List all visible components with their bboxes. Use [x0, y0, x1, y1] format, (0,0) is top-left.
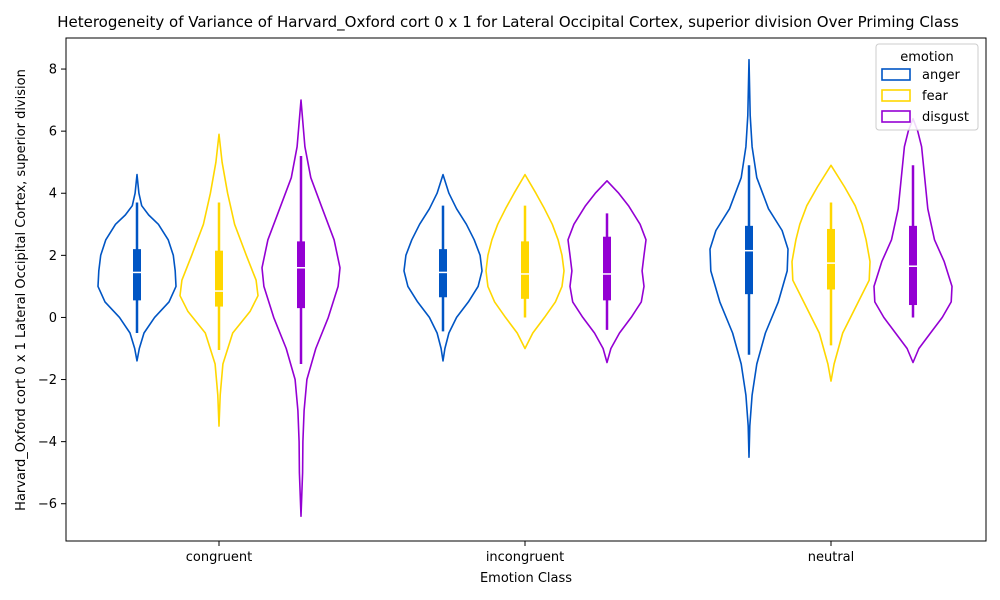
plot-frame: [65, 37, 987, 542]
chart-title: Heterogeneity of Variance of Harvard_Oxf…: [57, 13, 959, 32]
violin-anger-congruent: [97, 173, 177, 362]
y-tick-label: 2: [49, 249, 57, 264]
violin-anger-neutral: [709, 58, 789, 458]
legend-title: emotion: [900, 50, 954, 65]
violin-fear-neutral: [791, 164, 871, 382]
legend-label-anger: anger: [922, 68, 960, 83]
legend: emotion anger fear disgust: [875, 43, 979, 131]
legend-swatch-anger: [881, 68, 911, 81]
legend-swatch-disgust: [881, 110, 911, 123]
violin-disgust-congruent: [261, 99, 341, 517]
violin-fear-congruent: [179, 133, 259, 427]
y-axis-label: Harvard_Oxford cort 0 x 1 Lateral Occipi…: [14, 69, 29, 511]
violins-layer: [97, 58, 953, 517]
violin-iqr-box: [133, 249, 141, 301]
legend-label-disgust: disgust: [922, 110, 969, 125]
y-tick-label: 8: [49, 63, 57, 78]
violin-iqr-box: [521, 241, 529, 299]
violin-iqr-box: [827, 228, 835, 290]
legend-swatch-fear: [881, 89, 911, 102]
y-tick-label: 0: [49, 311, 57, 326]
legend-label-fear: fear: [922, 89, 949, 104]
y-tick-label: −4: [38, 435, 57, 450]
x-tick-label: incongruent: [486, 550, 564, 565]
violin-iqr-box: [215, 250, 223, 307]
violin-anger-incongruent: [403, 173, 483, 362]
violin-iqr-box: [297, 241, 305, 309]
violin-iqr-box: [439, 249, 447, 298]
x-axis: congruent incongruent neutral: [186, 541, 855, 565]
x-axis-label: Emotion Class: [480, 571, 572, 586]
x-tick-label: congruent: [186, 550, 253, 565]
y-tick-label: −2: [38, 373, 57, 388]
violin-iqr-box: [909, 225, 917, 306]
violin-iqr-box: [745, 225, 753, 295]
violin-disgust-incongruent: [567, 180, 647, 364]
y-axis: −6 −4 −2 0 2 4 6 8: [38, 63, 66, 512]
y-tick-label: 6: [49, 125, 57, 140]
violin-iqr-box: [603, 236, 611, 301]
x-tick-label: neutral: [808, 550, 855, 565]
legend-frame: [875, 43, 979, 131]
y-tick-label: 4: [49, 187, 57, 202]
y-tick-label: −6: [38, 497, 57, 512]
violin-fear-incongruent: [485, 173, 565, 350]
